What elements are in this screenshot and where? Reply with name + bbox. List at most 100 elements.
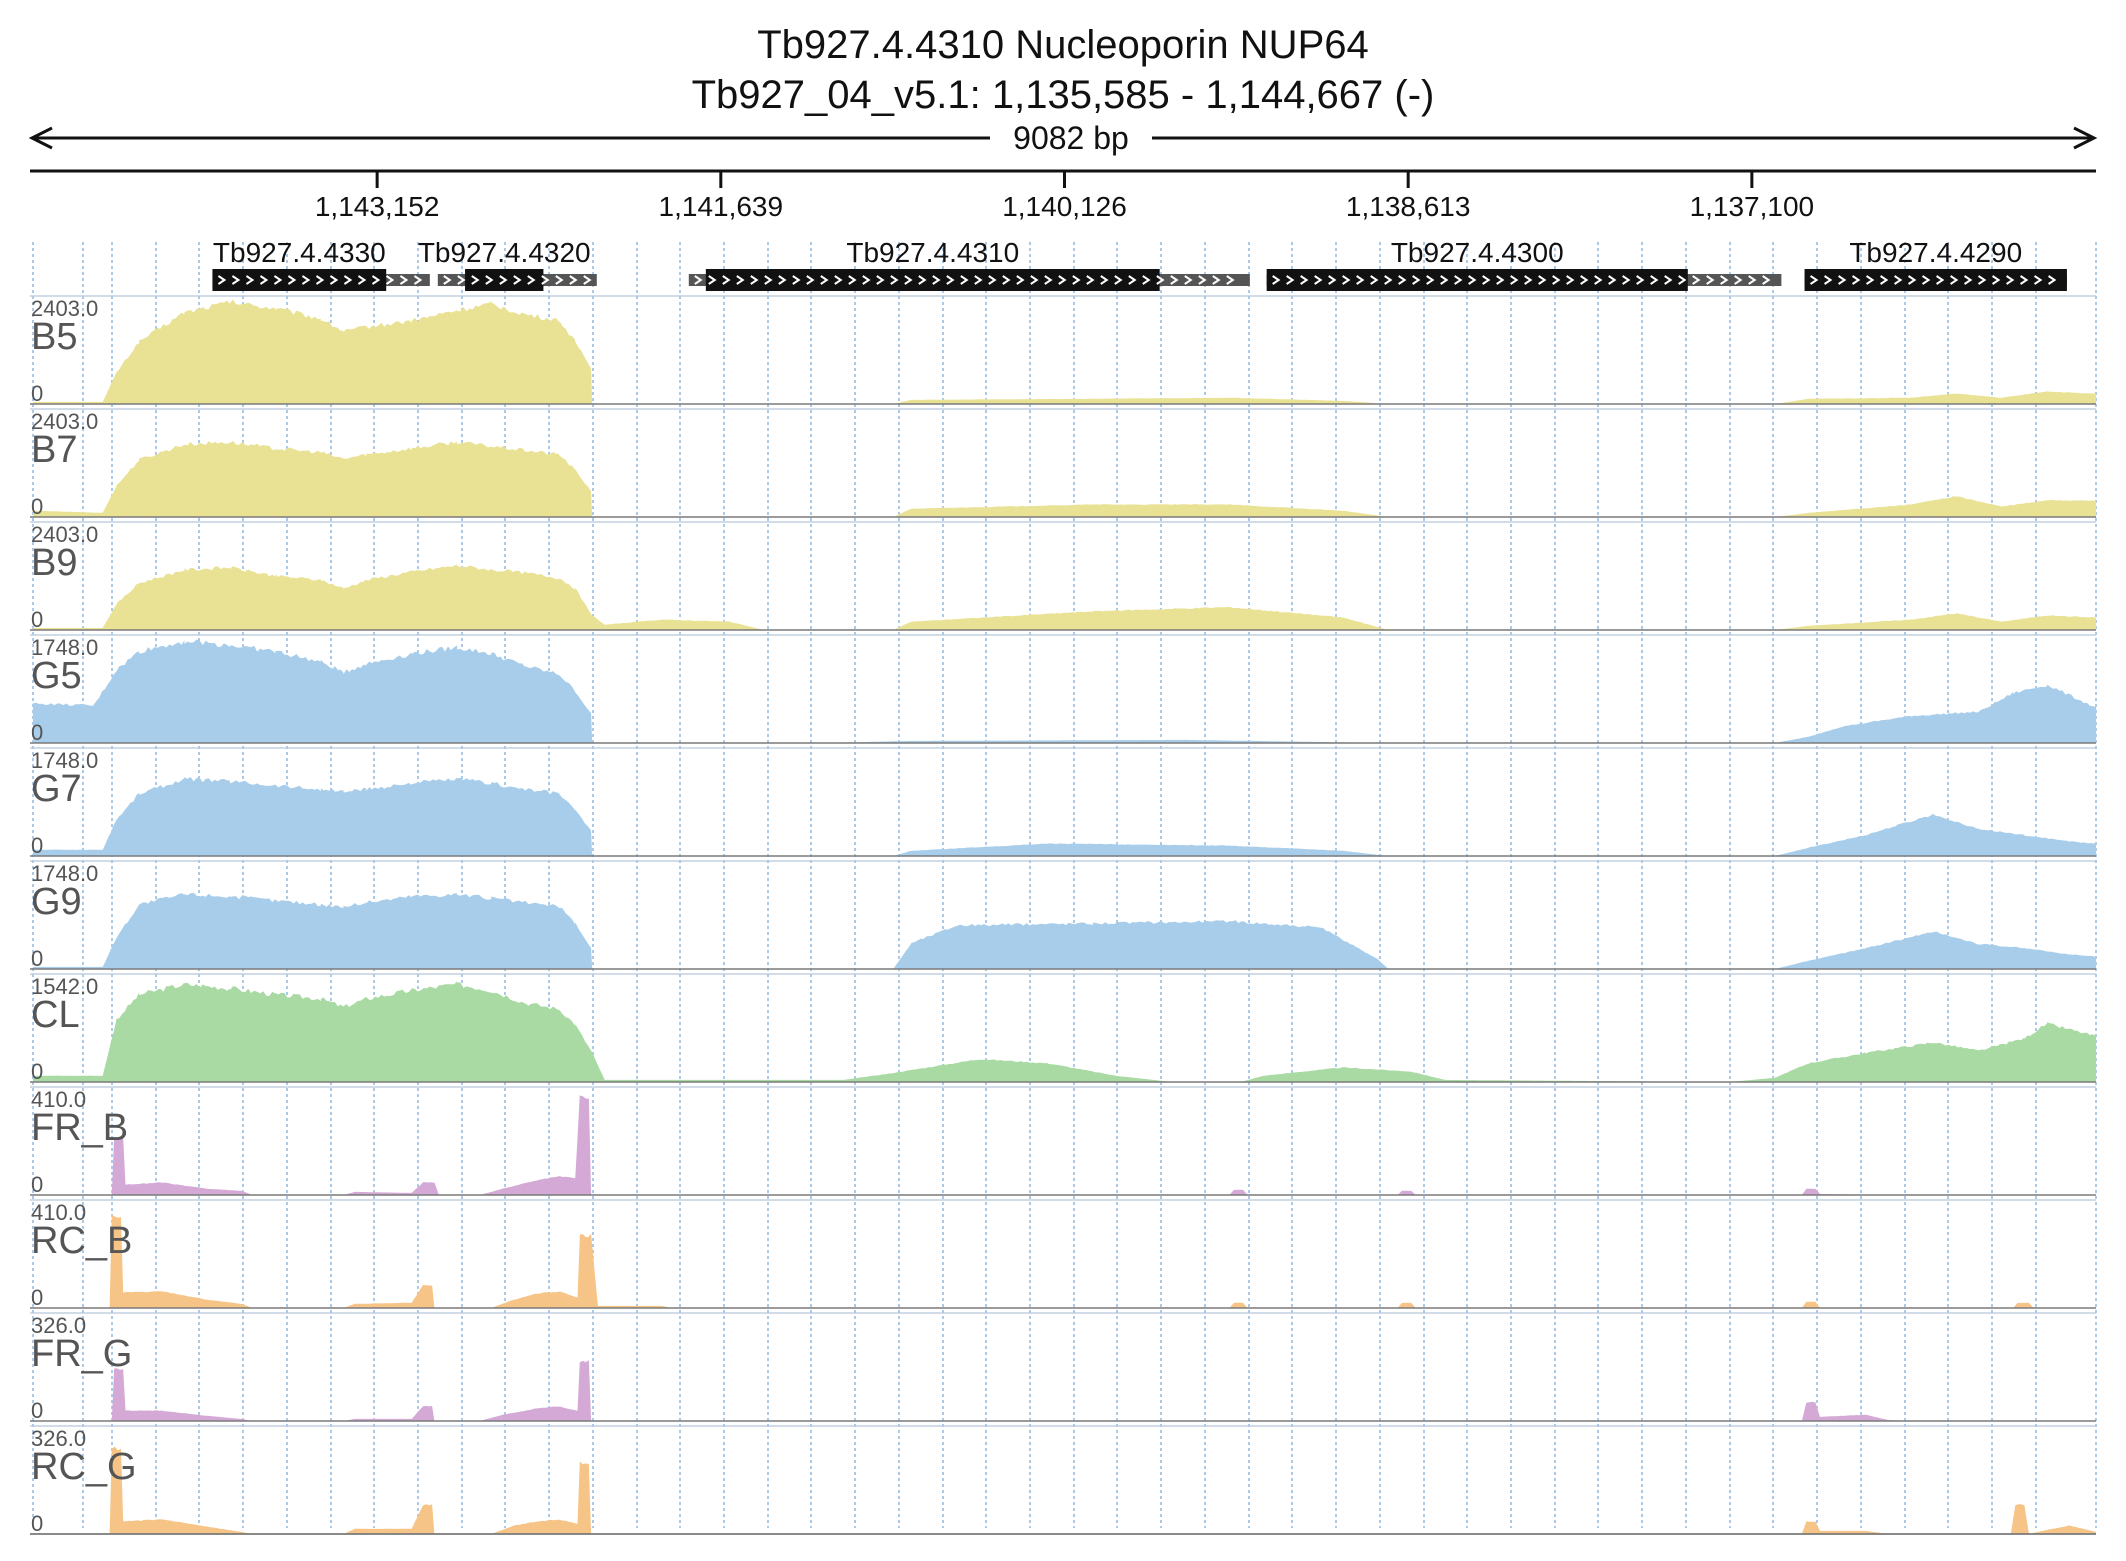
strand-chevron xyxy=(1748,275,1757,285)
strand-chevron xyxy=(946,275,955,285)
strand-chevron xyxy=(217,275,227,285)
span-label: 9082 bp xyxy=(1013,120,1129,156)
strand-chevron xyxy=(1412,275,1421,285)
track-name: CL xyxy=(31,994,80,1036)
gene-label: Tb927.4.4320 xyxy=(418,237,591,268)
coverage-area xyxy=(33,777,2096,856)
strand-chevron xyxy=(1468,275,1477,285)
gene-model: Tb927.4.4330 xyxy=(212,237,430,291)
strand-chevron xyxy=(371,275,381,285)
strand-chevron xyxy=(329,275,339,285)
coverage-track: 2403.0B5 0 xyxy=(30,295,2096,406)
strand-chevron xyxy=(1086,275,1095,285)
strand-chevron xyxy=(1128,275,1137,285)
strand-chevron xyxy=(974,275,983,285)
strand-chevron xyxy=(1286,275,1295,285)
coverage-tracks: 2403.0B502403.0B702403.0B901748.0G501748… xyxy=(30,295,2096,1536)
track-zero-label: 0 xyxy=(31,1285,43,1310)
strand-chevron xyxy=(485,275,494,285)
strand-chevron xyxy=(1908,275,1917,285)
gene-label: Tb927.4.4310 xyxy=(846,237,1019,268)
strand-chevron xyxy=(1002,275,1011,285)
strand-chevron xyxy=(1454,275,1463,285)
strand-chevron xyxy=(1496,275,1505,285)
coverage-area xyxy=(33,639,2096,743)
strand-chevron xyxy=(694,275,703,285)
strand-chevron xyxy=(413,275,423,285)
strand-chevron xyxy=(932,275,941,285)
track-max-label: 1748.0 xyxy=(31,861,98,886)
strand-chevron xyxy=(1356,275,1365,285)
strand-chevron xyxy=(1580,275,1589,285)
gene-cds xyxy=(212,269,387,291)
track-max-label: 410.0 xyxy=(31,1087,86,1112)
coverage-track: 1542.0CL 0 xyxy=(30,973,2096,1084)
gene-model: Tb927.4.4310 xyxy=(688,237,1250,291)
track-name: B5 xyxy=(31,316,77,358)
strand-chevron xyxy=(1678,275,1687,285)
strand-chevron xyxy=(1072,275,1081,285)
axis-tick-label: 1,141,639 xyxy=(659,191,784,222)
strand-chevron xyxy=(764,275,773,285)
strand-chevron xyxy=(1650,275,1659,285)
chart-title: Tb927.4.4310 Nucleoporin NUP64 xyxy=(757,23,1369,67)
track-max-label: 326.0 xyxy=(31,1313,86,1338)
gene-model: Tb927.4.4290 xyxy=(1804,237,2067,291)
strand-chevron xyxy=(1734,275,1743,285)
strand-chevron xyxy=(443,275,452,285)
strand-chevron xyxy=(1114,275,1123,285)
track-name: RC_G xyxy=(31,1446,137,1488)
track-name: FR_B xyxy=(31,1107,128,1149)
coverage-track: 2403.0B7 0 xyxy=(30,408,2096,519)
axis-tick-label: 1,143,152 xyxy=(315,191,440,222)
coverage-area xyxy=(33,299,2096,404)
strand-chevron xyxy=(399,275,409,285)
track-zero-label: 0 xyxy=(31,1511,43,1536)
track-name: B9 xyxy=(31,542,77,584)
strand-chevron xyxy=(1384,275,1393,285)
chart-subtitle: Tb927_04_v5.1: 1,135,585 - 1,144,667 (-) xyxy=(692,73,1435,117)
strand-chevron xyxy=(1720,275,1729,285)
strand-chevron xyxy=(457,275,466,285)
strand-chevron xyxy=(1594,275,1603,285)
strand-chevron xyxy=(1922,275,1931,285)
strand-chevron xyxy=(2006,275,2015,285)
strand-chevron xyxy=(1440,275,1449,285)
strand-chevron xyxy=(1622,275,1631,285)
strand-chevron xyxy=(273,275,283,285)
strand-chevron xyxy=(1636,275,1645,285)
coverage-area xyxy=(33,440,2096,517)
strand-chevron xyxy=(1762,275,1771,285)
strand-chevron xyxy=(357,275,367,285)
gene-annotation-track: Tb927.4.4330 Tb927.4.4320 Tb927.4.4310 Tb92… xyxy=(212,237,2067,291)
coverage-track: 2403.0B9 0 xyxy=(30,521,2096,632)
strand-chevron xyxy=(1852,275,1861,285)
strand-chevron xyxy=(2020,275,2029,285)
strand-chevron xyxy=(1328,275,1337,285)
gridlines xyxy=(32,242,2097,1528)
strand-arrows-icon xyxy=(1272,275,1771,285)
axis-tick-label: 1,137,100 xyxy=(1690,191,1815,222)
strand-chevron xyxy=(499,275,508,285)
track-max-label: 2403.0 xyxy=(31,296,98,321)
strand-chevron xyxy=(792,275,801,285)
gene-model: Tb927.4.4320 xyxy=(418,237,597,291)
track-zero-label: 0 xyxy=(31,381,43,406)
left-arrow-icon xyxy=(28,126,53,150)
track-zero-label: 0 xyxy=(31,833,43,858)
strand-chevron xyxy=(1184,275,1193,285)
track-name: G5 xyxy=(31,655,82,697)
strand-arrows-icon xyxy=(443,275,592,285)
strand-chevron xyxy=(555,275,564,285)
track-zero-label: 0 xyxy=(31,1059,43,1084)
strand-chevron xyxy=(569,275,578,285)
track-zero-label: 0 xyxy=(31,720,43,745)
coverage-track: 410.0RC_B 0 xyxy=(30,1199,2096,1310)
strand-chevron xyxy=(1810,275,1819,285)
strand-chevron xyxy=(988,275,997,285)
strand-chevron xyxy=(722,275,731,285)
strand-chevron xyxy=(1936,275,1945,285)
strand-chevron xyxy=(1314,275,1323,285)
coverage-area xyxy=(33,1214,2096,1308)
strand-chevron xyxy=(1950,275,1959,285)
